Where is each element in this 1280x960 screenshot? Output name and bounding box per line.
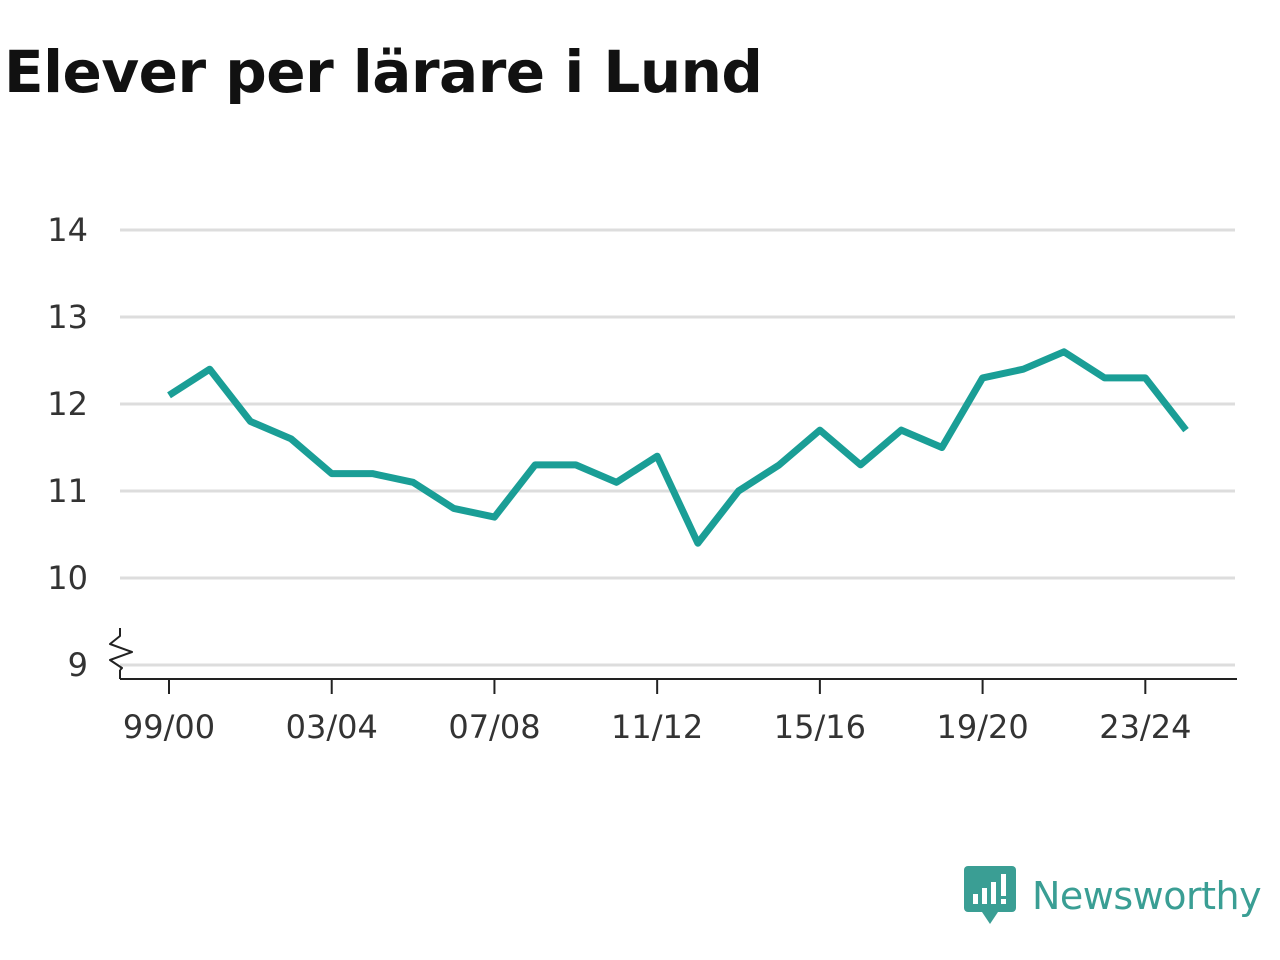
chart-title: Elever per lärare i Lund xyxy=(4,38,763,106)
y-tick-label: 11 xyxy=(47,472,88,510)
series-layer xyxy=(167,348,1189,547)
y-tick-label: 13 xyxy=(47,298,88,336)
x-tick-label: 15/16 xyxy=(774,708,866,746)
y-tick-label: 14 xyxy=(47,211,88,249)
brand-logo: Newsworthy xyxy=(964,866,1262,926)
newsworthy-logo-icon xyxy=(964,866,1016,924)
x-tick-label: 03/04 xyxy=(286,708,378,746)
brand-name: Newsworthy xyxy=(1032,874,1262,918)
series-line-0 xyxy=(167,348,1189,547)
y-tick-label: 12 xyxy=(47,385,88,423)
x-tick-label: 07/08 xyxy=(448,708,540,746)
tick-labels: 9 10 11 12 13 14 99/00 03/04 07/08 11/12 15/16 19/2… xyxy=(47,211,1191,746)
x-tick-label: 11/12 xyxy=(611,708,703,746)
axes xyxy=(109,628,1237,694)
y-axis-break-icon xyxy=(109,628,133,671)
y-tick-label: 9 xyxy=(68,646,88,684)
gridlines xyxy=(120,228,1235,667)
y-tick-label: 10 xyxy=(47,559,88,597)
x-tick-label: 19/20 xyxy=(936,708,1028,746)
x-tick-label: 23/24 xyxy=(1099,708,1191,746)
x-tick-label: 99/00 xyxy=(123,708,215,746)
